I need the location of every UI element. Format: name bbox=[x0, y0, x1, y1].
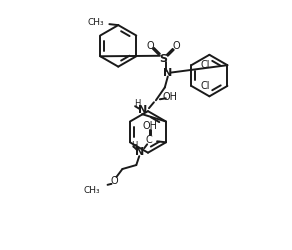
Text: S: S bbox=[159, 54, 167, 64]
Text: Cl: Cl bbox=[200, 81, 210, 91]
Text: OH: OH bbox=[162, 92, 177, 102]
Text: Cl: Cl bbox=[200, 60, 210, 70]
Text: H: H bbox=[131, 141, 138, 150]
Text: CH₃: CH₃ bbox=[83, 186, 100, 195]
Text: N: N bbox=[138, 105, 148, 115]
Text: N: N bbox=[163, 68, 172, 78]
Text: H: H bbox=[134, 99, 140, 108]
Text: O: O bbox=[146, 41, 154, 51]
Text: O: O bbox=[111, 176, 118, 186]
Text: O: O bbox=[173, 41, 180, 51]
Text: C: C bbox=[146, 135, 152, 145]
Text: N: N bbox=[135, 147, 144, 157]
Text: OH: OH bbox=[143, 122, 158, 132]
Text: CH₃: CH₃ bbox=[88, 18, 105, 27]
